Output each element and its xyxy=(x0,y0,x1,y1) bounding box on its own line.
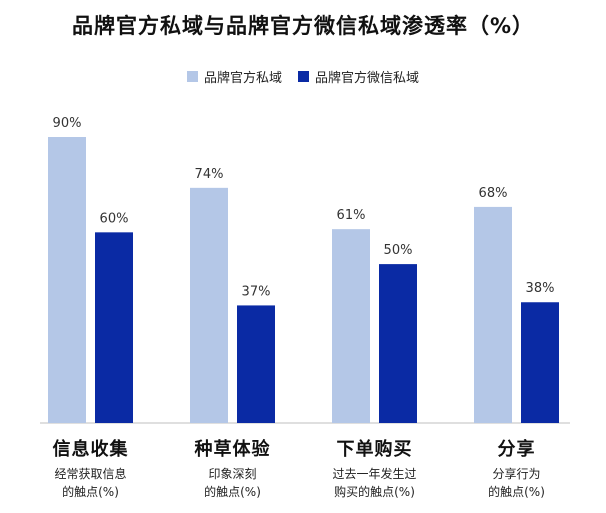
data-label-1-2: 74% xyxy=(195,167,224,182)
category-block-4: 分享分享行为 的触点(%) xyxy=(447,438,587,501)
data-label-1-1: 90% xyxy=(53,116,82,131)
bar-2-4 xyxy=(521,302,559,423)
category-block-3: 下单购买过去一年发生过 购买的触点(%) xyxy=(305,438,445,501)
legend-item-series-1: 品牌官方私域 xyxy=(186,67,282,86)
legend: 品牌官方私域 品牌官方微信私域 xyxy=(0,67,606,86)
legend-swatch-series-1 xyxy=(186,71,198,82)
category-subtitle-4: 分享行为 的触点(%) xyxy=(488,467,545,499)
legend-item-series-2: 品牌官方微信私域 xyxy=(298,67,419,86)
data-label-2-1: 60% xyxy=(100,211,129,226)
category-label-3: 下单购买 xyxy=(336,439,413,460)
category-block-2: 种草体验印象深刻 的触点(%) xyxy=(163,438,303,501)
data-label-2-2: 37% xyxy=(242,284,271,299)
category-label-2: 种草体验 xyxy=(194,439,271,460)
category-block-1: 信息收集经常获取信息 的触点(%) xyxy=(21,438,161,501)
legend-label-series-2: 品牌官方微信私域 xyxy=(315,71,420,86)
bar-2-2 xyxy=(237,305,275,423)
bar-1-2 xyxy=(190,187,228,423)
bar-2-1 xyxy=(95,232,133,423)
bar-1-1 xyxy=(48,137,86,423)
legend-swatch-series-2 xyxy=(298,71,309,82)
bar-1-3 xyxy=(332,229,370,423)
category-label-1: 信息收集 xyxy=(52,439,129,460)
category-subtitle-2: 印象深刻 的触点(%) xyxy=(204,467,261,499)
bar-1-4 xyxy=(474,206,512,423)
legend-label-series-1: 品牌官方私域 xyxy=(203,71,282,86)
data-label-2-3: 50% xyxy=(384,243,413,258)
data-label-1-3: 61% xyxy=(337,208,366,223)
bar-2-3 xyxy=(379,264,417,423)
category-subtitle-3: 过去一年发生过 购买的触点(%) xyxy=(332,467,417,499)
category-subtitle-1: 经常获取信息 的触点(%) xyxy=(54,467,127,499)
chart-title: 品牌官方私域与品牌官方微信私域渗透率（%） xyxy=(71,14,535,38)
data-label-2-4: 38% xyxy=(526,281,555,296)
category-label-4: 分享 xyxy=(497,439,536,460)
data-label-1-4: 68% xyxy=(479,186,508,201)
